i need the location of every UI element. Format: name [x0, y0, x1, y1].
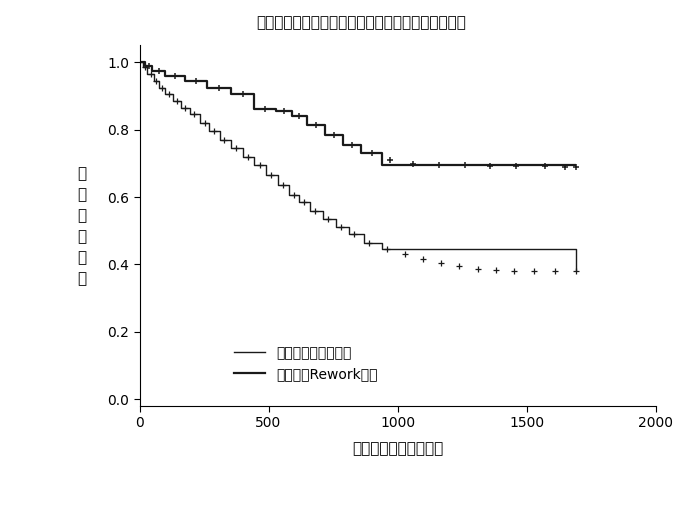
X-axis label: 復職後の就労継続日数: 復職後の就労継続日数 — [352, 442, 443, 456]
Legend: 非利用群（対照群）, 利用群（Rework群）: 非利用群（対照群）, 利用群（Rework群） — [234, 346, 377, 381]
Y-axis label: 就
労
継
続
割
合: 就 労 継 続 割 合 — [78, 166, 87, 286]
Text: 図６　リワークプログラム利用群と非利用群の比較: 図６ リワークプログラム利用群と非利用群の比較 — [256, 15, 466, 30]
